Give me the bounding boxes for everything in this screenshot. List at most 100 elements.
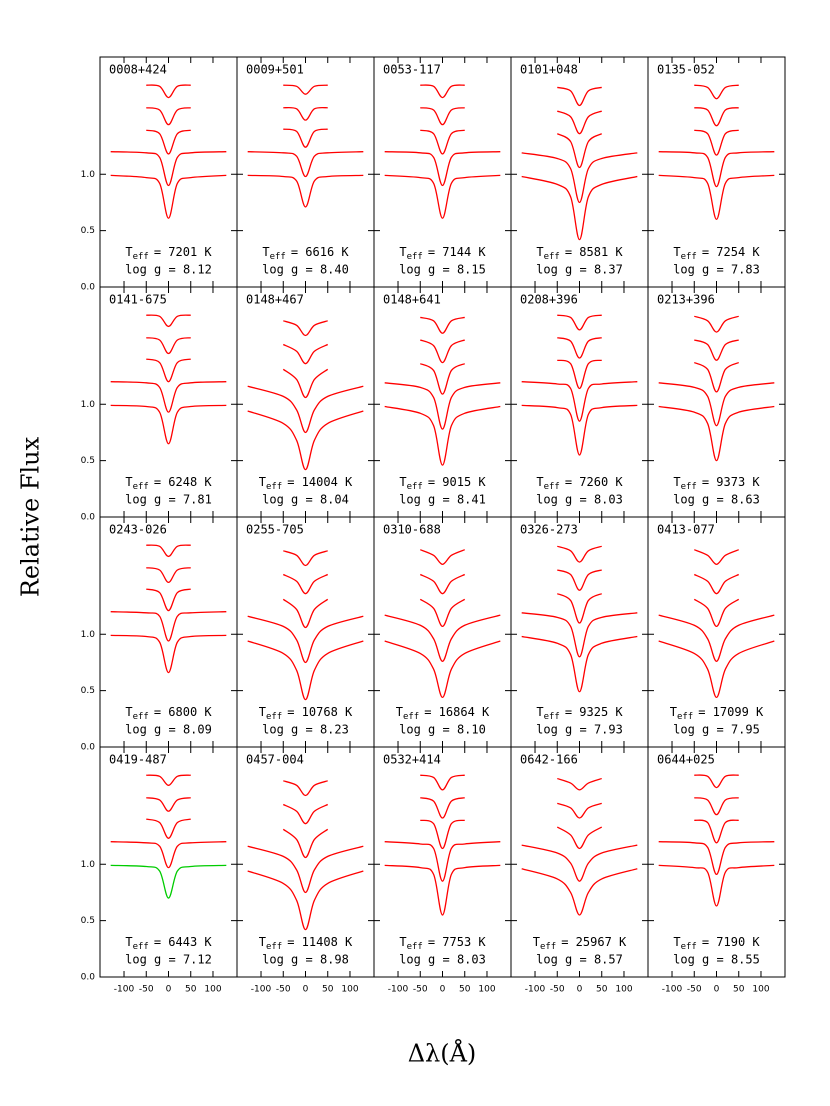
teff-subscript: eff <box>266 712 282 722</box>
teff-label: Teff = 10768 K <box>259 705 353 722</box>
panel-title: 0642-166 <box>520 753 578 767</box>
logg-label: log g = 8.03 <box>399 953 486 967</box>
model-line <box>420 549 465 566</box>
model-line <box>110 841 227 869</box>
model-line <box>521 404 638 456</box>
teff-value: = 25967 K <box>561 935 627 949</box>
model-line <box>419 363 466 395</box>
panel-title: 0148+641 <box>383 293 441 307</box>
teff-label: Teff = 6800 K <box>125 705 212 722</box>
model-line <box>694 84 739 100</box>
teff-subscript: eff <box>681 252 697 262</box>
logg-label: log g = 7.93 <box>536 723 623 737</box>
model-line <box>521 635 638 693</box>
teff-label: Teff = 6248 K <box>125 475 212 492</box>
x-tick-label: -100 <box>662 985 683 995</box>
teff-symbol: T <box>399 475 406 489</box>
panel-title: 0135-052 <box>657 63 715 77</box>
model-line <box>283 106 328 121</box>
model-line <box>282 803 329 825</box>
model-line <box>419 573 466 595</box>
teff-label: Teff = 7190 K <box>673 935 760 952</box>
model-line <box>146 544 191 558</box>
model-line <box>282 573 329 595</box>
logg-label: log g = 7.81 <box>125 493 212 507</box>
teff-symbol: T <box>533 935 540 949</box>
teff-label: Teff = 8581 K <box>536 245 623 262</box>
x-tick-label: 100 <box>752 985 769 995</box>
teff-subscript: eff <box>133 942 149 952</box>
teff-symbol: T <box>536 475 543 489</box>
model-line <box>420 339 465 364</box>
teff-value: = 7260 K <box>565 475 624 489</box>
model-line <box>658 174 775 221</box>
teff-symbol: T <box>399 245 406 259</box>
panel-title: 0326-273 <box>520 523 578 537</box>
model-line <box>110 151 227 187</box>
logg-label: log g = 8.63 <box>673 493 760 507</box>
panel-title: 0644+025 <box>657 753 715 767</box>
teff-subscript: eff <box>407 252 423 262</box>
x-axis-label: Δλ(Å) <box>408 1039 477 1068</box>
model-line <box>694 129 739 156</box>
teff-label: Teff = 7254 K <box>673 245 760 262</box>
y-tick-label: 1.0 <box>81 170 96 180</box>
model-line <box>247 640 364 701</box>
model-line <box>146 567 191 584</box>
panel-title: 0008+424 <box>109 63 167 77</box>
model-line <box>247 385 364 434</box>
model-line <box>694 819 739 844</box>
model-line <box>247 845 364 894</box>
teff-subscript: eff <box>681 942 697 952</box>
logg-label: log g = 8.37 <box>536 263 623 277</box>
teff-value: = 8581 K <box>565 245 624 259</box>
model-line <box>521 612 638 658</box>
model-line <box>556 826 603 850</box>
teff-subscript: eff <box>266 482 282 492</box>
model-line <box>420 84 465 99</box>
y-tick-label: 0.0 <box>81 283 96 293</box>
x-tick-label: 50 <box>733 985 745 995</box>
teff-value: = 6800 K <box>154 705 213 719</box>
model-line <box>693 598 740 628</box>
model-line <box>146 358 191 383</box>
teff-label: Teff = 9325 K <box>536 705 623 722</box>
model-line <box>556 133 603 169</box>
model-line <box>521 152 638 204</box>
model-line <box>384 841 501 882</box>
model-line <box>384 864 501 916</box>
model-line <box>283 128 328 148</box>
panel-title: 0457-004 <box>246 753 304 767</box>
model-line <box>384 405 501 466</box>
teff-subscript: eff <box>540 942 556 952</box>
x-tick-label: 100 <box>341 985 358 995</box>
x-tick-label: 50 <box>322 985 334 995</box>
teff-symbol: T <box>259 475 266 489</box>
model-line <box>694 774 739 789</box>
model-line <box>557 86 602 107</box>
model-line <box>420 316 465 334</box>
x-tick-label: -50 <box>550 985 565 995</box>
logg-label: log g = 7.95 <box>673 723 760 737</box>
teff-value: = 7753 K <box>428 935 487 949</box>
x-tick-label: 100 <box>204 985 221 995</box>
y-tick-label: 1.0 <box>81 400 96 410</box>
panel-title: 0243-026 <box>109 523 167 537</box>
teff-subscript: eff <box>133 712 149 722</box>
logg-label: log g = 7.83 <box>673 263 760 277</box>
teff-value: = 10768 K <box>287 705 353 719</box>
teff-symbol: T <box>125 475 132 489</box>
teff-subscript: eff <box>544 482 560 492</box>
y-tick-label: 0.0 <box>81 973 96 983</box>
teff-subscript: eff <box>407 942 423 952</box>
teff-symbol: T <box>536 245 543 259</box>
model-line <box>283 780 328 797</box>
model-line <box>146 797 191 812</box>
model-line <box>658 614 775 662</box>
y-tick-label: 1.0 <box>81 630 96 640</box>
model-line <box>557 337 602 359</box>
teff-symbol: T <box>536 705 543 719</box>
teff-value: = 9373 K <box>702 475 761 489</box>
y-tick-label: 0.0 <box>81 743 96 753</box>
